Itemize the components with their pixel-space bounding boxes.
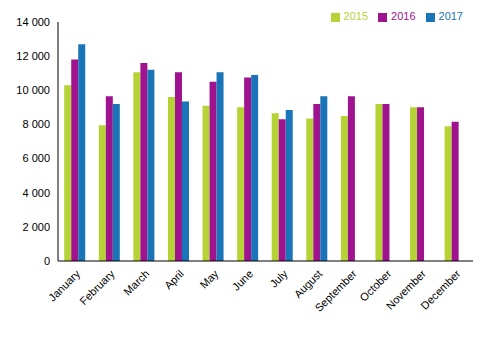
svg-text:10 000: 10 000: [16, 84, 50, 96]
svg-text:4 000: 4 000: [22, 187, 50, 199]
svg-text:April: April: [162, 267, 186, 291]
svg-text:0: 0: [44, 255, 50, 267]
svg-text:June: June: [230, 267, 255, 292]
svg-text:October: October: [357, 267, 394, 304]
html-text:2016: 2016: [391, 10, 416, 22]
svg-text:8 000: 8 000: [22, 118, 50, 130]
svg-text:14 000: 14 000: [16, 16, 50, 28]
svg-text:September: September: [312, 267, 359, 314]
svg-text:July: July: [267, 267, 290, 290]
svg-text:2 000: 2 000: [22, 221, 50, 233]
svg-text:December: December: [418, 267, 463, 312]
svg-text:May: May: [197, 267, 221, 291]
svg-text:February: February: [77, 267, 117, 307]
svg-text:12 000: 12 000: [16, 50, 50, 62]
svg-text:August: August: [292, 267, 325, 300]
html-text:2015: 2015: [343, 10, 368, 22]
svg-text:6 000: 6 000: [22, 152, 50, 164]
svg-text:January: January: [46, 267, 83, 304]
svg-text:November: November: [383, 267, 429, 312]
html-text:2017: 2017: [438, 10, 463, 22]
svg-text:March: March: [121, 267, 151, 297]
